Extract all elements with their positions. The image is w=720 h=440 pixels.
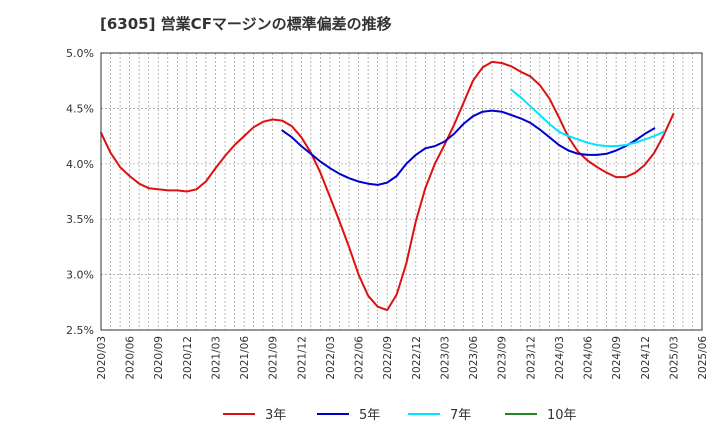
- x-tick-label: 2021/12: [296, 336, 308, 380]
- x-tick-label: 2020/06: [125, 336, 137, 380]
- x-axis-ticks: 2020/03 2020/06 2020/09 2020/12 2021/03 2021/…: [96, 336, 709, 380]
- x-tick-label: 2020/03: [96, 336, 108, 380]
- series-line-2: [281, 109, 656, 186]
- x-tick-label: 2023/09: [497, 336, 509, 380]
- legend: 3年 5年 7年 10年: [223, 408, 577, 423]
- x-tick-label: 2022/12: [411, 336, 423, 380]
- legend-label-4: 10年: [547, 408, 577, 423]
- x-tick-label: 2021/09: [268, 336, 280, 380]
- x-tick-label: 2024/09: [611, 336, 623, 380]
- x-tick-label: 2020/12: [182, 336, 194, 380]
- x-tick-label: 2025/03: [668, 336, 680, 380]
- series-line-1: [100, 60, 675, 312]
- legend-label-2: 5年: [359, 408, 380, 423]
- x-tick-label: 2023/03: [439, 336, 451, 380]
- series-line-3: [510, 88, 665, 148]
- legend-label-1: 3年: [265, 408, 286, 423]
- x-tick-label: 2021/03: [210, 336, 222, 380]
- plot-frame: [100, 52, 703, 331]
- series-lines: [100, 60, 675, 312]
- y-tick-label: 3.0%: [66, 269, 94, 282]
- y-tick-label: 2.5%: [66, 324, 94, 337]
- x-tick-label: 2022/03: [325, 336, 337, 380]
- x-tick-label: 2022/09: [382, 336, 394, 380]
- x-tick-label: 2020/09: [153, 336, 165, 380]
- y-tick-label: 5.0%: [66, 47, 94, 60]
- legend-label-3: 7年: [450, 408, 471, 423]
- x-tick-label: 2024/03: [554, 336, 566, 380]
- chart-title: [6305] 営業CFマージンの標準偏差の推移: [100, 15, 392, 33]
- x-tick-label: 2024/12: [640, 336, 652, 380]
- x-tick-label: 2025/06: [697, 336, 709, 380]
- x-tick-label: 2022/06: [354, 336, 366, 380]
- x-tick-label: 2021/06: [239, 336, 251, 380]
- y-axis-ticks: 2.5% 3.0% 3.5% 4.0% 4.5% 5.0%: [66, 47, 94, 337]
- y-tick-label: 4.0%: [66, 158, 94, 171]
- y-tick-label: 4.5%: [66, 102, 94, 115]
- x-tick-label: 2023/12: [525, 336, 537, 380]
- y-tick-label: 3.5%: [66, 213, 94, 226]
- x-tick-label: 2023/06: [468, 336, 480, 380]
- x-tick-label: 2024/06: [583, 336, 595, 380]
